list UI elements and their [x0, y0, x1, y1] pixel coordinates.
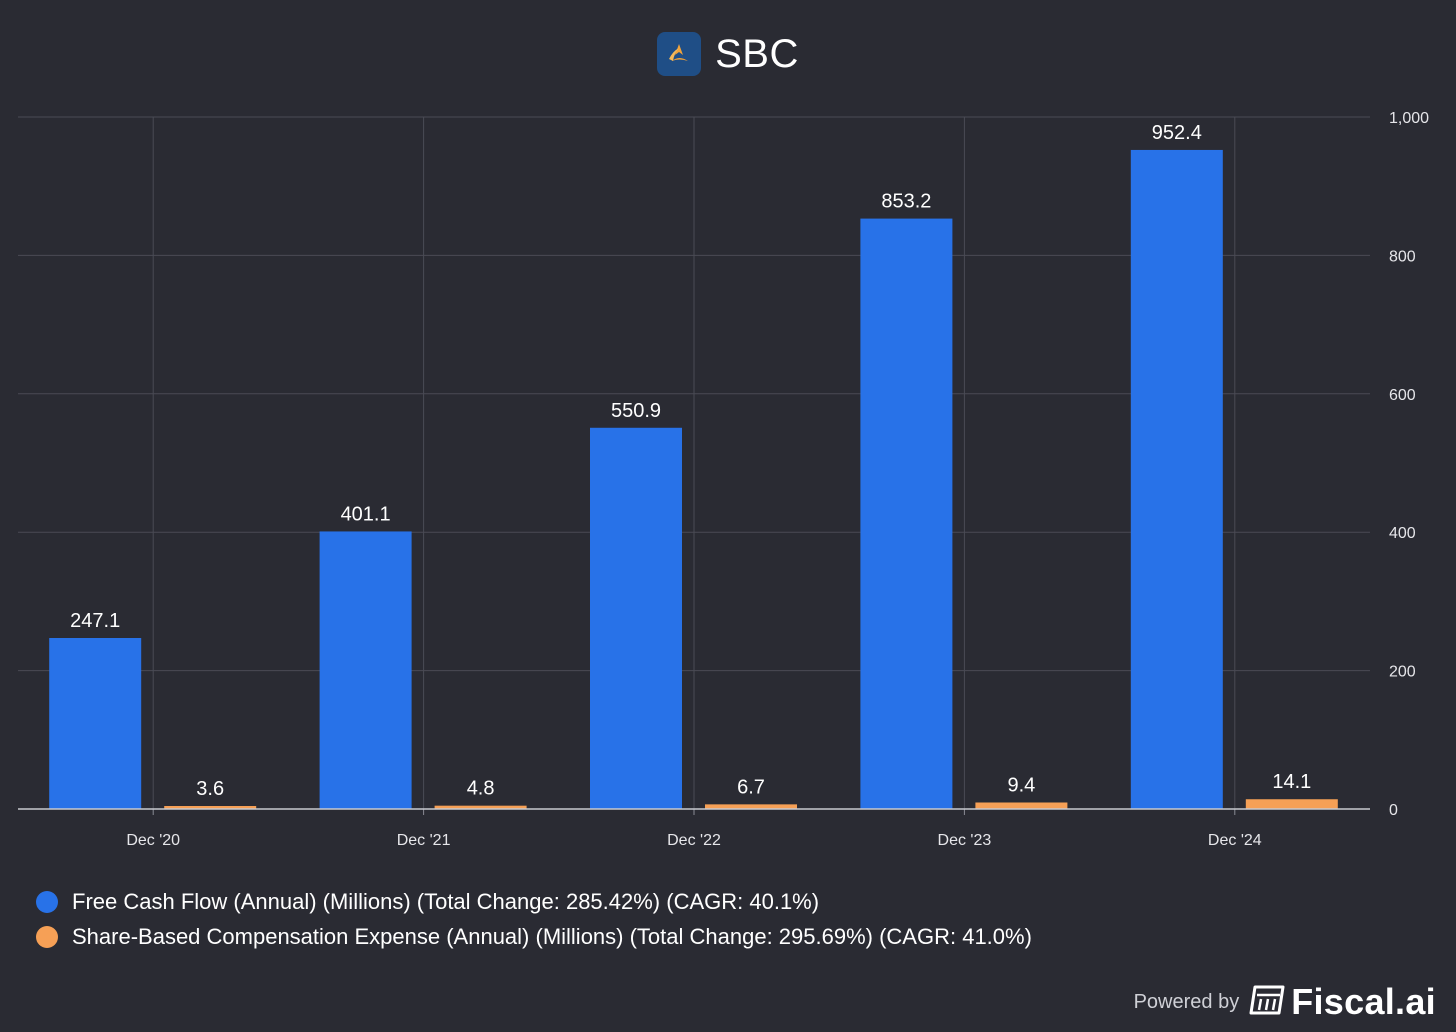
y-tick-label: 600 — [1389, 387, 1416, 404]
powered-by-text: Powered by — [1133, 990, 1240, 1013]
y-tick-label: 400 — [1389, 525, 1416, 542]
data-label-sbc: 4.8 — [467, 778, 495, 800]
legend-item-fcf[interactable]: Free Cash Flow (Annual) (Millions) (Tota… — [36, 884, 1032, 919]
bar-sbc — [164, 806, 257, 809]
data-label-fcf: 952.4 — [1152, 122, 1202, 144]
x-tick-label: Dec '21 — [397, 832, 451, 849]
bar-sbc — [705, 804, 797, 809]
data-label-sbc: 6.7 — [737, 776, 765, 798]
y-tick-label: 200 — [1389, 664, 1416, 681]
data-label-sbc: 14.1 — [1272, 771, 1311, 793]
legend-label-fcf: Free Cash Flow (Annual) (Millions) (Tota… — [72, 888, 820, 914]
chart-title: SBC — [715, 31, 799, 76]
bar-fcf — [319, 531, 412, 809]
bars — [49, 149, 1338, 810]
y-tick-label: 1,000 — [1389, 110, 1429, 127]
data-label-sbc: 9.4 — [1007, 774, 1035, 796]
bar-sbc — [1245, 799, 1338, 809]
data-labels: 247.1 401.1 550.9 853.2 952.4 3.6 4.8 6.7 9.4 14.… — [70, 122, 1311, 800]
fiscal-logo-icon — [1249, 985, 1285, 1020]
company-logo-icon — [657, 32, 702, 76]
y-tick-label: 800 — [1389, 248, 1416, 265]
legend-label-sbc: Share-Based Compensation Expense (Annual… — [72, 923, 1032, 949]
bar-fcf — [860, 218, 953, 810]
bar-sbc — [975, 802, 1068, 809]
data-label-fcf: 247.1 — [70, 610, 120, 632]
data-label-fcf: 853.2 — [881, 191, 931, 213]
y-tick-label: 0 — [1389, 802, 1398, 819]
bar-fcf — [49, 638, 142, 809]
y-axis: 0 200 400 600 800 1,000 — [1389, 110, 1429, 819]
bar-fcf — [1130, 149, 1223, 809]
chart-header: SBC — [0, 28, 1456, 80]
brand-name: Fiscal.ai — [1291, 981, 1436, 1022]
branding: Powered by Fiscal.ai — [1133, 981, 1436, 1022]
bar-sbc — [434, 805, 527, 809]
x-tick-label: Dec '22 — [667, 832, 721, 849]
data-label-fcf: 401.1 — [341, 503, 391, 525]
x-tick-label: Dec '24 — [1208, 832, 1262, 849]
data-label-sbc: 3.6 — [196, 778, 224, 800]
legend-item-sbc[interactable]: Share-Based Compensation Expense (Annual… — [36, 919, 1032, 954]
legend-dot-fcf — [36, 890, 58, 913]
bar-fcf — [590, 427, 682, 809]
legend: Free Cash Flow (Annual) (Millions) (Tota… — [36, 884, 1032, 954]
legend-dot-sbc — [36, 925, 58, 948]
x-tick-label: Dec '20 — [126, 832, 180, 849]
data-label-fcf: 550.9 — [611, 400, 661, 422]
bar-chart: 247.1 401.1 550.9 853.2 952.4 3.6 4.8 6.7 9.4 14.… — [18, 110, 1429, 849]
x-tick-label: Dec '23 — [938, 832, 992, 849]
x-axis: Dec '20 Dec '21 Dec '22 Dec '23 Dec '24 — [18, 808, 1370, 849]
